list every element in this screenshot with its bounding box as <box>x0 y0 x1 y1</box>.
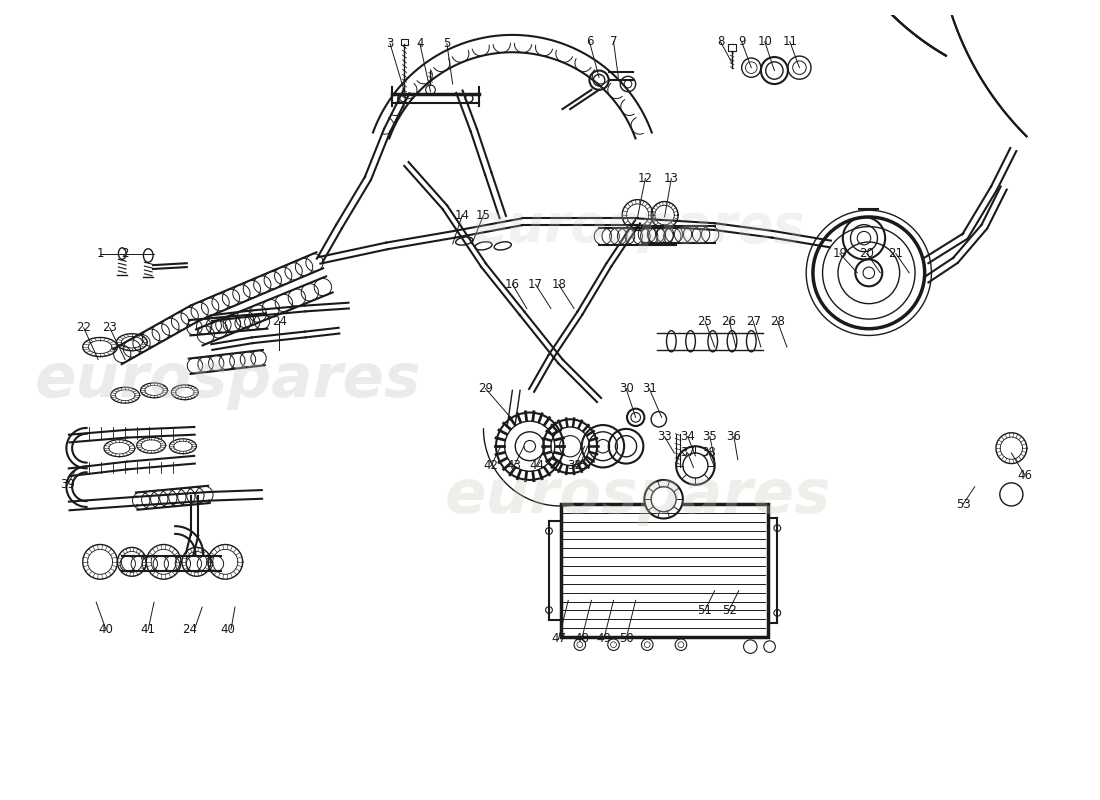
Text: 2: 2 <box>121 247 129 260</box>
Text: 53: 53 <box>956 498 970 510</box>
Text: 41: 41 <box>141 622 156 636</box>
Text: 14: 14 <box>454 209 470 222</box>
Text: 22: 22 <box>76 322 91 334</box>
Text: 28: 28 <box>770 314 784 327</box>
Text: 13: 13 <box>664 172 679 185</box>
Text: 46: 46 <box>1018 469 1033 482</box>
Text: 27: 27 <box>746 314 761 327</box>
Text: 25: 25 <box>697 314 713 327</box>
Text: 8: 8 <box>717 35 724 48</box>
Text: 45: 45 <box>572 459 587 472</box>
Text: 30: 30 <box>618 382 634 395</box>
Bar <box>561 504 768 637</box>
Text: 6: 6 <box>585 35 593 48</box>
Text: 33: 33 <box>657 430 672 443</box>
Ellipse shape <box>119 248 126 259</box>
Text: 37: 37 <box>680 446 695 459</box>
Text: 1: 1 <box>97 247 103 260</box>
Text: 23: 23 <box>102 322 117 334</box>
Text: 26: 26 <box>722 314 737 327</box>
Text: 39: 39 <box>59 478 75 491</box>
Text: 47: 47 <box>551 633 566 646</box>
Text: 35: 35 <box>703 430 717 443</box>
Circle shape <box>465 94 473 102</box>
Text: 10: 10 <box>757 35 772 48</box>
Text: 7: 7 <box>609 35 617 48</box>
Bar <box>400 38 408 46</box>
Text: 11: 11 <box>782 35 797 48</box>
Text: 15: 15 <box>476 209 491 222</box>
Ellipse shape <box>143 249 153 262</box>
Text: 4: 4 <box>416 37 424 50</box>
Text: 42: 42 <box>484 459 498 472</box>
Circle shape <box>426 85 436 94</box>
Text: 32: 32 <box>568 459 582 472</box>
Text: 3: 3 <box>386 37 394 50</box>
Text: 43: 43 <box>507 459 521 472</box>
Text: 18: 18 <box>551 278 566 291</box>
Text: 49: 49 <box>596 633 612 646</box>
Circle shape <box>398 94 406 102</box>
Text: 40: 40 <box>221 622 235 636</box>
Text: eurospares: eurospares <box>444 467 830 526</box>
Text: eurospares: eurospares <box>35 351 421 410</box>
Circle shape <box>645 480 683 518</box>
Text: 20: 20 <box>859 247 874 260</box>
Text: 48: 48 <box>574 633 590 646</box>
Text: 19: 19 <box>833 247 847 260</box>
Bar <box>728 43 736 51</box>
Text: 24: 24 <box>183 622 197 636</box>
Text: 16: 16 <box>505 278 520 291</box>
Text: 24: 24 <box>272 314 287 327</box>
Text: 50: 50 <box>618 633 634 646</box>
Circle shape <box>676 446 715 485</box>
Text: 9: 9 <box>738 35 746 48</box>
Text: 5: 5 <box>443 37 451 50</box>
Text: 29: 29 <box>477 382 493 395</box>
Text: 17: 17 <box>528 278 543 291</box>
Text: 31: 31 <box>641 382 657 395</box>
Text: 40: 40 <box>98 622 113 636</box>
Text: 21: 21 <box>889 247 903 260</box>
Text: 34: 34 <box>680 430 695 443</box>
Text: eurospares: eurospares <box>471 201 804 253</box>
Text: 36: 36 <box>726 430 741 443</box>
Text: 44: 44 <box>529 459 544 472</box>
Text: 51: 51 <box>697 603 713 617</box>
Text: 38: 38 <box>702 446 716 459</box>
Text: 52: 52 <box>722 603 737 617</box>
Text: 12: 12 <box>638 172 652 185</box>
